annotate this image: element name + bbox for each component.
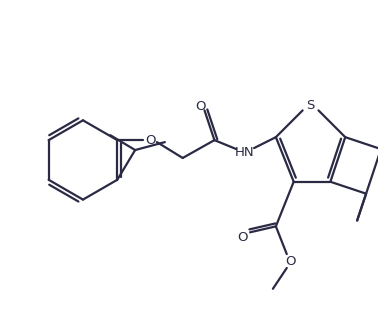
Text: O: O — [285, 255, 296, 268]
Text: S: S — [306, 99, 315, 112]
Text: HN: HN — [234, 145, 254, 158]
Text: O: O — [237, 231, 247, 244]
Text: O: O — [195, 100, 206, 113]
Text: O: O — [145, 134, 155, 147]
